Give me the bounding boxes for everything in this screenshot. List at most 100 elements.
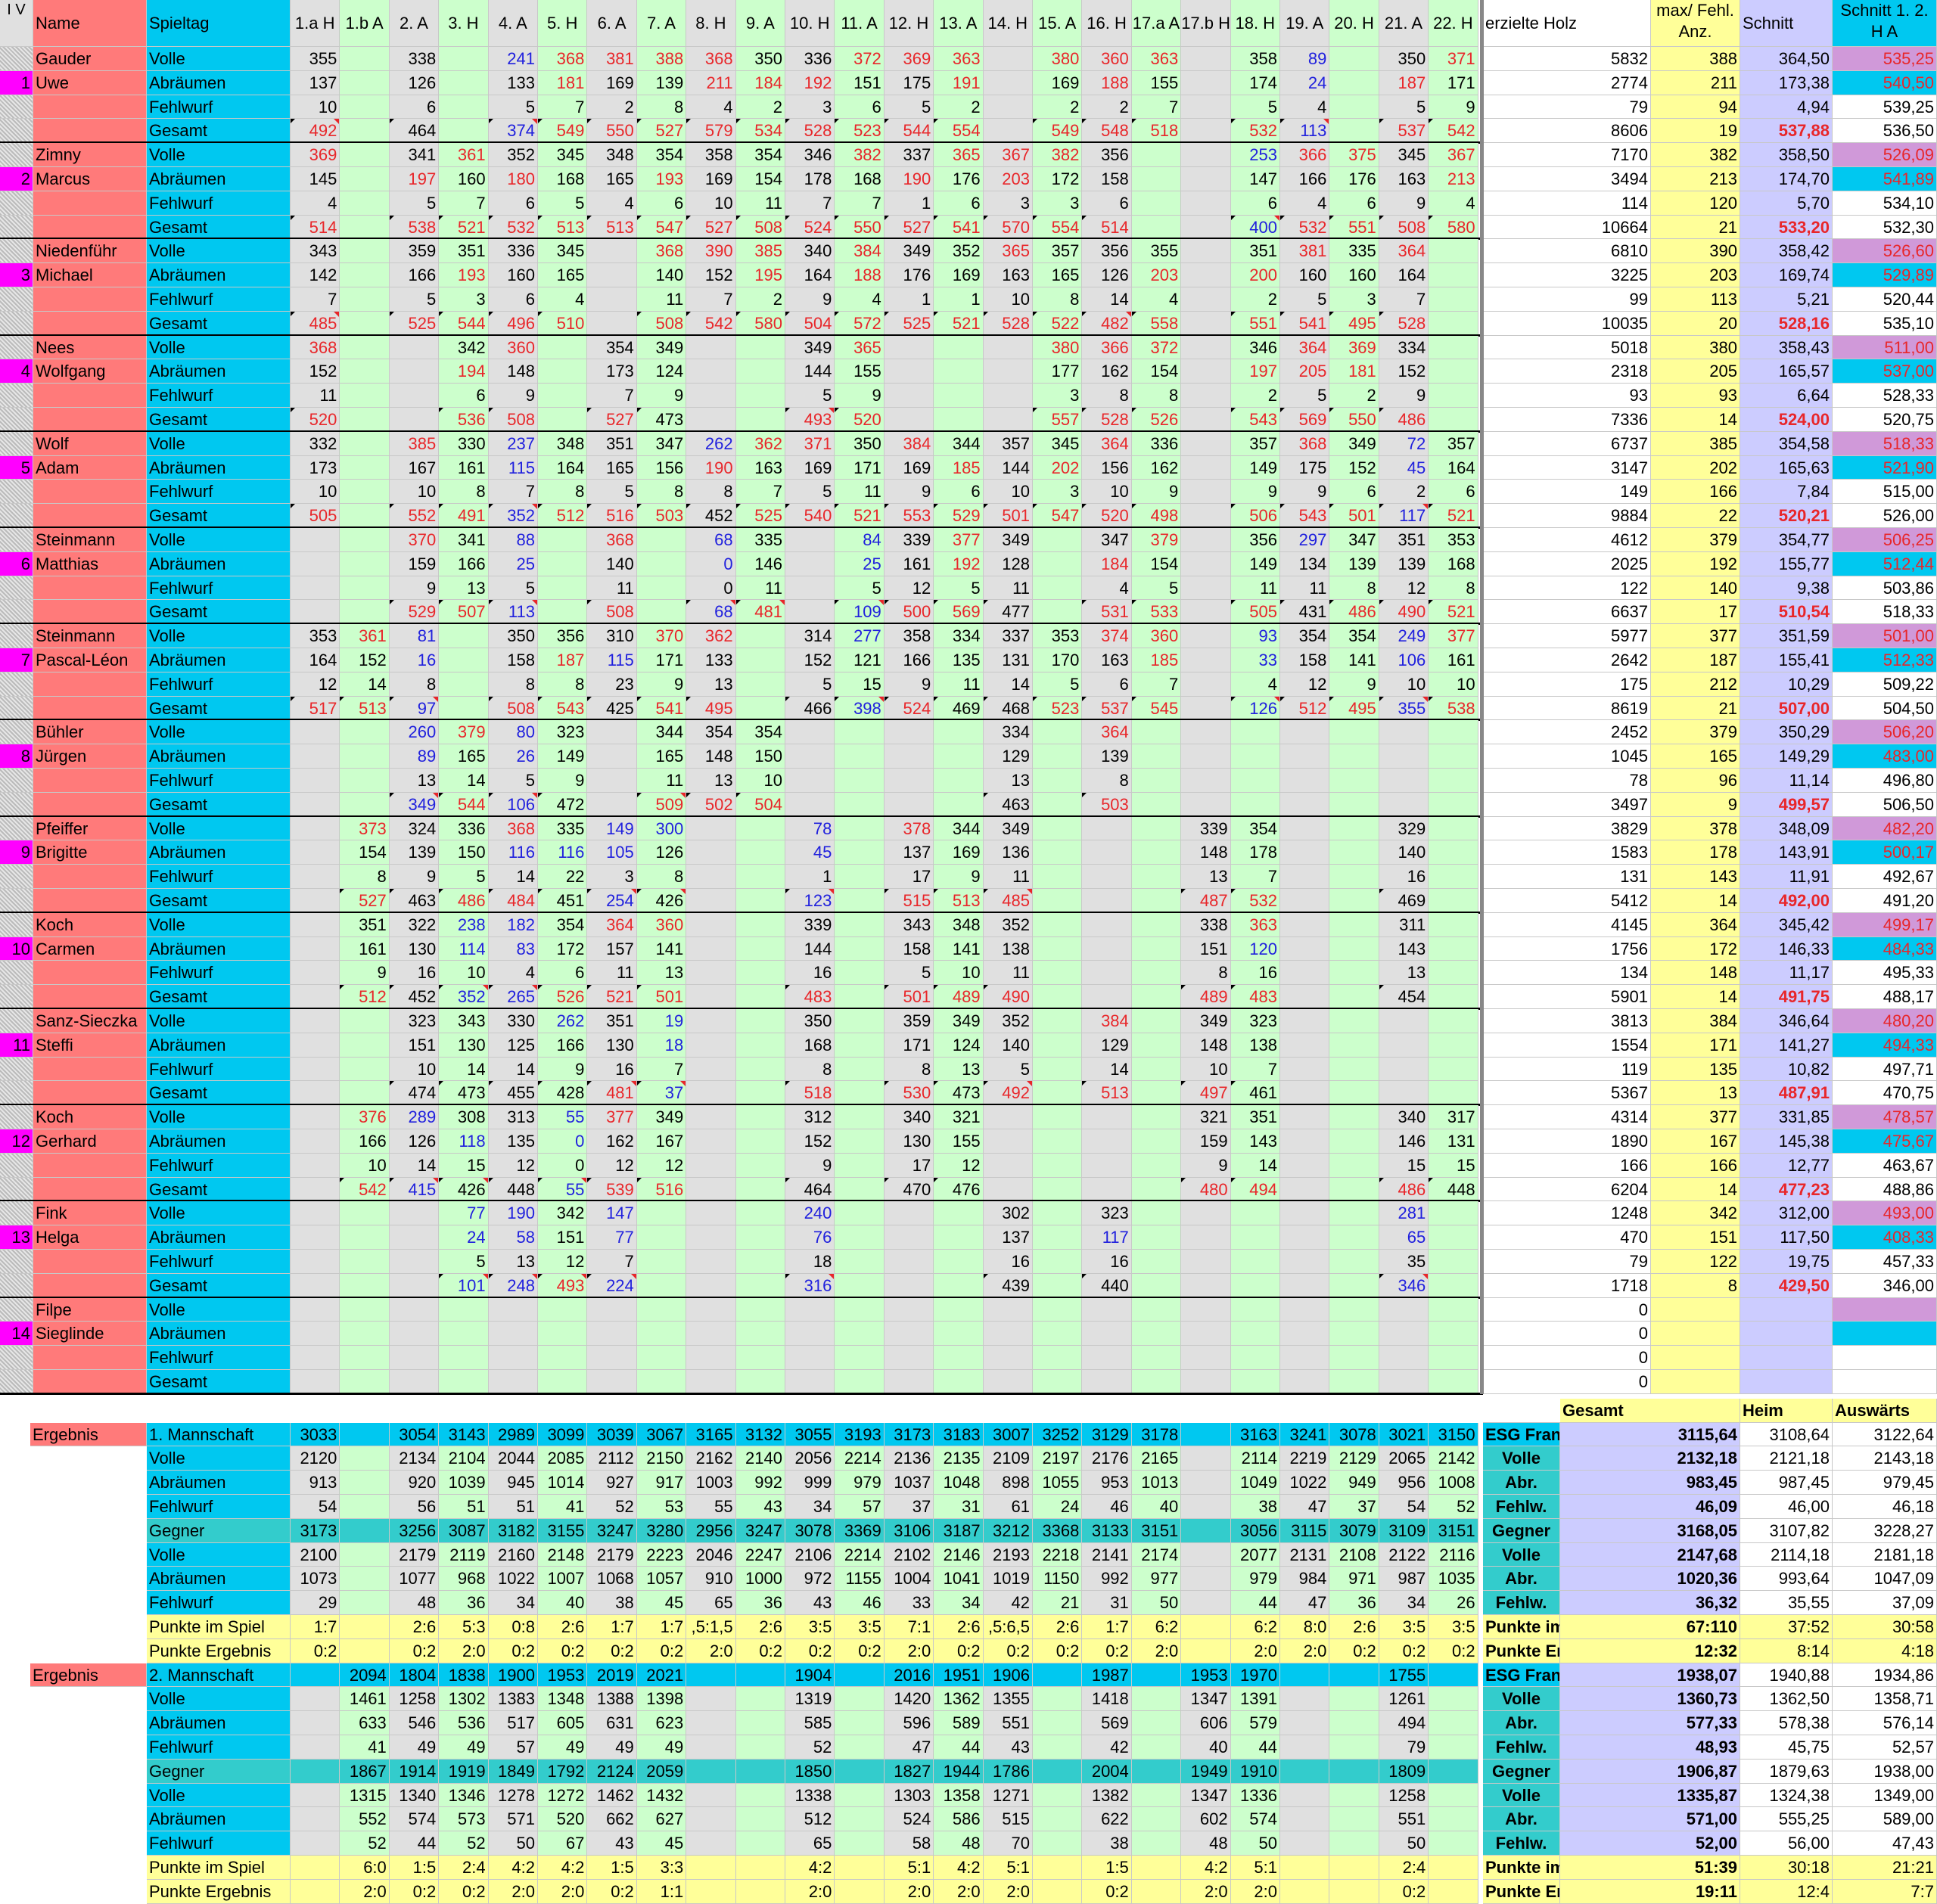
score-cell[interactable]: 339 — [1181, 816, 1231, 841]
max-cell[interactable]: 113 — [1651, 287, 1740, 312]
summary-gesamt[interactable]: 36,32 — [1560, 1591, 1740, 1615]
score-cell[interactable]: 335 — [735, 528, 785, 552]
score-cell[interactable] — [1329, 792, 1379, 817]
score-cell[interactable] — [1181, 1346, 1231, 1370]
score-cell[interactable] — [1082, 1129, 1132, 1154]
score-cell[interactable] — [291, 1129, 340, 1154]
schnitt-ha-cell[interactable]: 536,50 — [1833, 119, 1937, 144]
row-label[interactable]: Fehlwurf — [147, 1250, 291, 1274]
holz-cell[interactable]: 78 — [1483, 769, 1651, 793]
score-cell[interactable] — [1033, 889, 1083, 913]
result-row-label[interactable]: 2. Mannschaft — [147, 1663, 291, 1688]
iv-cell[interactable]: 12 — [0, 1129, 33, 1154]
score-cell[interactable]: 12 — [636, 1153, 687, 1178]
player-name[interactable] — [33, 961, 147, 986]
score-cell[interactable]: 163 — [735, 455, 785, 480]
score-cell[interactable] — [934, 1322, 984, 1346]
score-cell[interactable]: 358 — [884, 624, 934, 648]
result-row-label[interactable]: Gegner — [147, 1518, 291, 1543]
score-cell[interactable] — [1329, 1153, 1379, 1178]
schnitt-cell[interactable]: 346,64 — [1740, 1009, 1833, 1033]
score-cell[interactable]: 4 — [1082, 576, 1132, 601]
result-cell[interactable]: 3143 — [439, 1422, 489, 1447]
score-cell[interactable]: 4 — [835, 287, 885, 312]
score-cell[interactable]: 158 — [488, 648, 538, 672]
score-cell[interactable]: 514 — [291, 215, 340, 240]
summary-auswaerts[interactable]: 52,57 — [1833, 1735, 1937, 1760]
schnitt-ha-cell[interactable]: 535,10 — [1833, 311, 1937, 336]
score-cell[interactable]: 4 — [488, 961, 538, 986]
result-cell[interactable]: 1:5 — [1082, 1856, 1132, 1880]
result-cell[interactable]: 56 — [389, 1495, 440, 1519]
score-cell[interactable] — [291, 1250, 340, 1274]
score-cell[interactable] — [1429, 287, 1478, 312]
score-cell[interactable]: 161 — [340, 936, 390, 961]
score-cell[interactable] — [1429, 744, 1478, 769]
score-cell[interactable] — [291, 1105, 340, 1129]
row-label[interactable]: Abräumen — [147, 1225, 291, 1250]
score-cell[interactable]: 481 — [587, 1081, 637, 1106]
score-cell[interactable]: 335 — [1329, 239, 1379, 264]
score-cell[interactable]: 190 — [488, 1201, 538, 1226]
schnitt-ha-cell[interactable]: 526,00 — [1833, 504, 1937, 528]
row-label[interactable]: Fehlwurf — [147, 191, 291, 216]
score-cell[interactable] — [735, 816, 785, 841]
score-cell[interactable]: 527 — [636, 119, 687, 144]
result-cell[interactable]: 2:0 — [686, 1638, 736, 1663]
row-label[interactable]: Abräumen — [147, 1322, 291, 1346]
score-cell[interactable]: 7 — [1230, 1057, 1280, 1082]
score-cell[interactable] — [884, 1250, 934, 1274]
score-cell[interactable] — [291, 840, 340, 865]
score-cell[interactable]: 10 — [983, 480, 1033, 505]
result-cell[interactable]: 1261 — [1379, 1687, 1429, 1712]
result-cell[interactable]: 1041 — [934, 1567, 984, 1592]
result-cell[interactable] — [1181, 1638, 1231, 1663]
player-name[interactable]: Sanz-Sieczka — [33, 1009, 147, 1033]
result-cell[interactable]: 33 — [884, 1591, 934, 1615]
score-cell[interactable]: 154 — [340, 840, 390, 865]
score-cell[interactable] — [1379, 744, 1429, 769]
result-cell[interactable]: 2108 — [1329, 1542, 1379, 1567]
result-cell[interactable]: 50 — [1131, 1591, 1182, 1615]
result-cell[interactable]: 3:5 — [835, 1615, 885, 1639]
score-cell[interactable] — [835, 1105, 885, 1129]
score-cell[interactable] — [340, 504, 390, 528]
score-cell[interactable]: 195 — [735, 263, 785, 287]
score-cell[interactable]: 9 — [1280, 480, 1330, 505]
score-cell[interactable] — [587, 1370, 637, 1394]
result-cell[interactable]: 1804 — [389, 1663, 440, 1688]
score-cell[interactable]: 11 — [983, 865, 1033, 889]
score-cell[interactable] — [340, 47, 390, 71]
score-cell[interactable] — [735, 1297, 785, 1322]
holz-cell[interactable]: 5367 — [1483, 1081, 1651, 1106]
result-cell[interactable] — [291, 1856, 340, 1880]
score-cell[interactable]: 343 — [291, 239, 340, 264]
result-cell[interactable] — [1329, 1759, 1379, 1784]
score-cell[interactable]: 364 — [1082, 431, 1132, 456]
score-cell[interactable] — [1082, 816, 1132, 841]
score-cell[interactable]: 14 — [983, 672, 1033, 697]
score-cell[interactable] — [1181, 528, 1231, 552]
player-name[interactable] — [33, 1177, 147, 1202]
score-cell[interactable] — [735, 384, 785, 408]
score-cell[interactable]: 10 — [735, 769, 785, 793]
holz-cell[interactable]: 470 — [1483, 1225, 1651, 1250]
schnitt-cell[interactable]: 351,59 — [1740, 624, 1833, 648]
score-cell[interactable] — [835, 1201, 885, 1226]
player-name[interactable]: Gerhard — [33, 1129, 147, 1154]
result-cell[interactable]: 4:2 — [934, 1856, 984, 1880]
score-cell[interactable]: 8 — [340, 865, 390, 889]
score-cell[interactable]: 9 — [538, 769, 588, 793]
game-header-23[interactable]: 21. A — [1379, 0, 1429, 47]
iv-cell[interactable] — [0, 696, 33, 721]
game-header-2[interactable]: 1.b A — [340, 0, 390, 47]
score-cell[interactable]: 139 — [389, 840, 440, 865]
summary-label[interactable]: Punkte im Spiel — [1483, 1856, 1560, 1880]
score-cell[interactable] — [1082, 912, 1132, 937]
score-cell[interactable] — [636, 1273, 687, 1298]
score-cell[interactable]: 369 — [884, 47, 934, 71]
result-cell[interactable]: 0:2 — [291, 1638, 340, 1663]
holz-cell[interactable]: 119 — [1483, 1057, 1651, 1082]
score-cell[interactable]: 349 — [934, 1009, 984, 1033]
